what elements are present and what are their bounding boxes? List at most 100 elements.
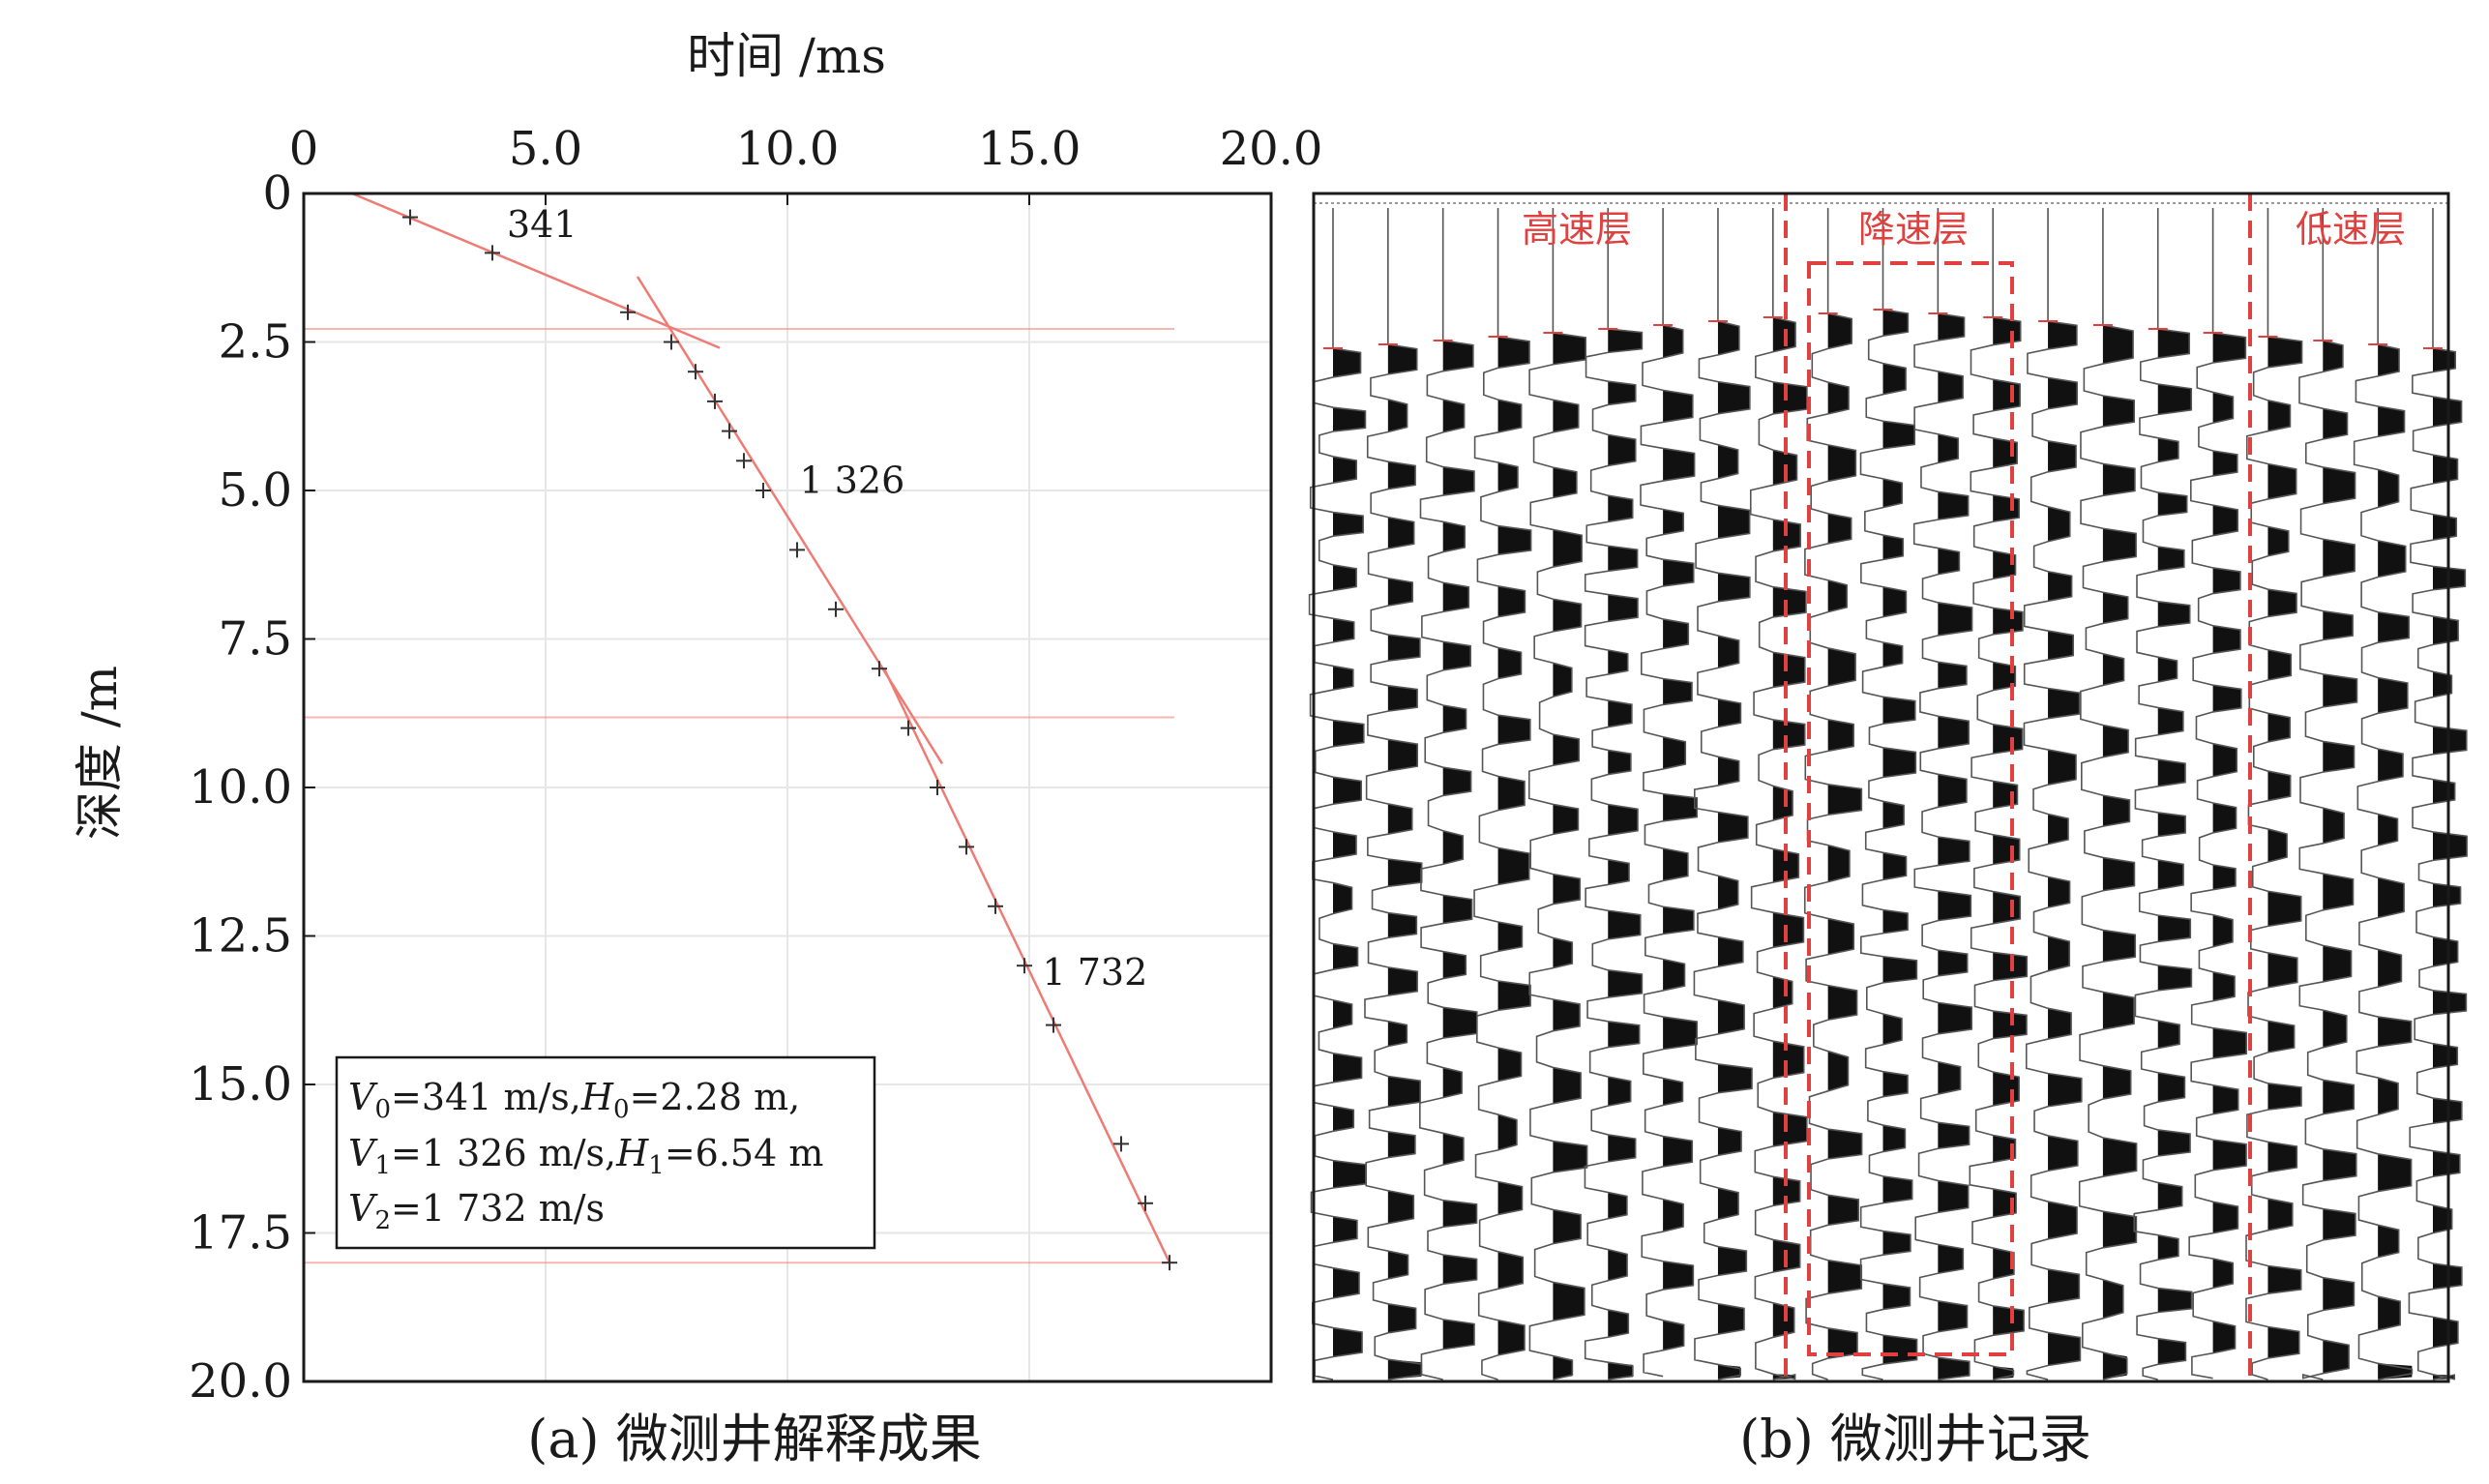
trace-fill xyxy=(1827,1260,1862,1294)
trace-fill xyxy=(2323,1010,2347,1048)
trace-fill xyxy=(1772,652,1805,688)
trace-fill xyxy=(1663,793,1698,821)
trace-fill xyxy=(2212,1259,2234,1289)
trace-fill xyxy=(2157,759,2185,787)
y-tick-label: 2.5 xyxy=(219,315,292,370)
data-point xyxy=(736,453,752,469)
trace-line xyxy=(1859,208,1918,1380)
trace-fill xyxy=(2048,814,2069,845)
trace-fill xyxy=(2267,1199,2293,1231)
y-tick-labels: 0 2.5 5.0 7.5 10.0 12.5 15.0 17.5 20.0 xyxy=(189,166,292,1409)
data-point xyxy=(828,601,844,617)
y-tick-label: 10.0 xyxy=(189,760,292,815)
trace-fill xyxy=(1717,573,1750,602)
trace-fill xyxy=(1608,969,1643,998)
legend-line-2: V2=1 732 m/s xyxy=(348,1187,605,1235)
trace-fill xyxy=(2212,802,2237,833)
data-point xyxy=(707,393,723,409)
panel-b: 高速层 降速层 低速层 (b) 微测井记录 xyxy=(1308,192,2468,1469)
trace-fill xyxy=(2157,965,2192,991)
trace-fill xyxy=(1333,512,1364,537)
trace-fill xyxy=(2212,1084,2238,1114)
trace-fill xyxy=(1882,1283,1911,1310)
trace-fill xyxy=(2048,1269,2080,1304)
trace-fill xyxy=(2267,952,2297,988)
trace-fill xyxy=(2267,828,2288,863)
data-point xyxy=(1113,1136,1129,1152)
trace-fill xyxy=(1497,585,1526,617)
x-tick-label: 0 xyxy=(289,122,319,176)
trace-fill xyxy=(1717,757,1739,786)
trace-fill xyxy=(2323,466,2356,504)
trace-fill xyxy=(1387,685,1418,712)
trace-fill xyxy=(1882,535,1904,560)
trace-fill xyxy=(2102,325,2134,365)
trace-fill xyxy=(1772,719,1805,750)
trace-fill xyxy=(1608,546,1638,572)
trace-fill xyxy=(2378,814,2398,846)
trace-fill xyxy=(2212,567,2240,594)
trace-fill xyxy=(1442,1255,1477,1285)
fit-line xyxy=(636,276,944,765)
trace-fill xyxy=(1442,704,1467,733)
trace-fill xyxy=(1772,586,1806,617)
seismic-trace xyxy=(1419,208,1478,1380)
trace-line xyxy=(1749,208,1808,1380)
trace-fill xyxy=(1938,1357,1970,1380)
trace-fill xyxy=(1333,1216,1357,1243)
trace-fill xyxy=(2212,1321,2236,1353)
trace-fill xyxy=(2157,1234,2178,1261)
trace-fill xyxy=(2323,1277,2355,1311)
trace-fill xyxy=(2323,610,2354,640)
trace-fill xyxy=(2102,1137,2137,1177)
trace-fill xyxy=(1772,1112,1807,1146)
trace-fill xyxy=(2323,1148,2356,1181)
trace-fill xyxy=(1993,1011,2027,1039)
velocity-label: 1 326 xyxy=(800,460,905,502)
trace-fill xyxy=(2102,1279,2123,1319)
trace-fill xyxy=(1827,313,1852,349)
data-point xyxy=(402,209,418,225)
velocity-labels: 341 1 326 1 732 xyxy=(507,203,1147,994)
trace-fill xyxy=(2378,611,2410,643)
trace-line xyxy=(1527,208,1588,1380)
trace-fill xyxy=(1663,618,1689,649)
trace-fill xyxy=(1827,579,1848,612)
trace-fill xyxy=(1497,337,1530,369)
trace-line xyxy=(1803,208,1863,1380)
trace-fill xyxy=(1882,1071,1909,1097)
trace-fill xyxy=(1608,804,1638,836)
trace-fill xyxy=(2157,657,2178,682)
trace-fill xyxy=(1827,1195,1859,1226)
trace-fill xyxy=(1387,1076,1421,1107)
trace-fill xyxy=(1938,837,1970,866)
trace-fill xyxy=(1827,719,1854,752)
trace-fill xyxy=(1938,371,1964,403)
trace-fill xyxy=(2157,601,2190,627)
trace-fill xyxy=(2323,874,2354,910)
trace-fill xyxy=(1608,859,1630,885)
velocity-label: 1 732 xyxy=(1043,951,1148,994)
trace-fill xyxy=(2212,865,2236,890)
trace-fill xyxy=(1442,767,1471,796)
trace-fill xyxy=(2048,440,2077,472)
trace-fill xyxy=(1387,1303,1416,1333)
data-point xyxy=(789,542,805,558)
trace-fill xyxy=(1553,333,1586,365)
trace-fill xyxy=(1938,774,1967,808)
trace-fill xyxy=(2102,725,2129,757)
trace-fill xyxy=(1993,550,2016,579)
trace-fill xyxy=(1333,720,1364,747)
trace-fill xyxy=(1333,666,1353,691)
seismic-trace xyxy=(2023,208,2083,1380)
trace-fill xyxy=(1938,716,1970,749)
data-point xyxy=(988,898,1003,914)
trace-fill xyxy=(1717,381,1750,414)
trace-fill xyxy=(1663,1320,1684,1350)
trace-fill xyxy=(2212,685,2241,712)
velocity-label: 341 xyxy=(507,203,578,246)
trace-fill xyxy=(1882,1231,1911,1256)
trace-fill xyxy=(2267,1265,2301,1294)
trace-fill xyxy=(1717,876,1738,910)
trace-fill xyxy=(2323,408,2348,439)
